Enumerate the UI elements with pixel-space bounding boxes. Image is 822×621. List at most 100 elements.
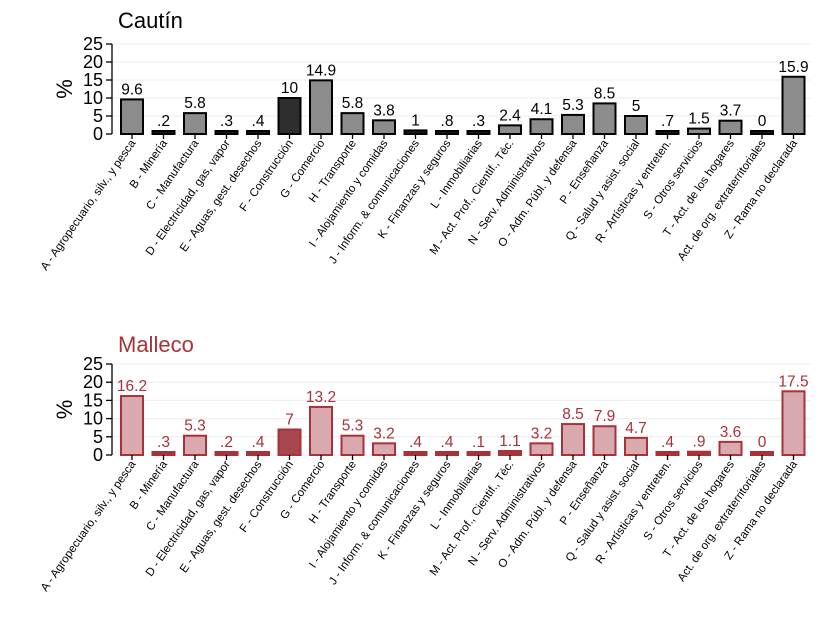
data-label: 7.9 (594, 408, 616, 425)
data-label: 10 (281, 80, 299, 97)
data-label: 8.5 (562, 406, 584, 423)
bar (309, 405, 333, 456)
y-tick-label: 15 (83, 70, 103, 90)
y-tick-label: 0 (93, 124, 103, 144)
bar (529, 442, 554, 456)
bar (750, 130, 774, 135)
bar (214, 130, 239, 135)
x-tick-label: A - Agropecuario, silv., y pesca (39, 458, 139, 593)
y-axis-label: % (52, 400, 77, 420)
data-label: 5.3 (184, 418, 206, 435)
y-tick-label: 20 (83, 52, 103, 72)
y-tick-label: 25 (83, 354, 103, 374)
bar (183, 434, 207, 457)
data-label: 15.9 (778, 59, 808, 76)
y-tick-label: 5 (93, 427, 103, 447)
bar (498, 124, 522, 136)
data-label: 5.3 (562, 97, 584, 114)
data-label: .4 (661, 434, 674, 451)
chart-title: Malleco (118, 332, 194, 357)
data-label: 0 (758, 434, 767, 451)
data-label: 3.8 (373, 102, 395, 119)
bar (120, 395, 144, 457)
bar (592, 425, 617, 456)
bar (466, 130, 491, 135)
bar (718, 440, 743, 456)
bar (655, 451, 680, 456)
bar (687, 450, 711, 456)
y-tick-label: 10 (83, 88, 103, 108)
bar (120, 98, 144, 136)
bar (781, 390, 806, 456)
data-label: .3 (157, 434, 170, 451)
bar (151, 130, 176, 135)
data-label: .2 (220, 434, 233, 451)
bar (529, 118, 554, 135)
data-label: 5.3 (342, 418, 364, 435)
data-label: .4 (252, 434, 265, 451)
bar (561, 113, 585, 135)
data-label: 3.6 (720, 424, 742, 441)
bar (655, 130, 680, 135)
bar (592, 102, 617, 136)
data-label: .1 (472, 434, 485, 451)
data-label: 8.5 (594, 85, 616, 102)
bar (718, 119, 743, 135)
bar (246, 130, 270, 135)
data-label: 14.9 (306, 62, 336, 79)
bar (624, 115, 648, 135)
y-tick-label: 0 (93, 445, 103, 465)
data-label: 5.8 (184, 95, 206, 112)
data-label: 5 (632, 98, 641, 115)
data-label: .9 (693, 434, 706, 451)
y-tick-label: 5 (93, 106, 103, 126)
data-label: .8 (441, 113, 454, 130)
bar (372, 442, 396, 456)
x-tick-label: A - Agropecuario, silv., y pesca (39, 137, 139, 272)
data-label: 3.2 (373, 425, 395, 442)
bar (403, 451, 428, 456)
data-label: 3.2 (531, 425, 553, 442)
y-axis-label: % (52, 79, 77, 99)
data-label: .3 (220, 113, 233, 130)
y-tick-label: 10 (83, 409, 103, 429)
data-label: 1.5 (688, 111, 710, 128)
bar (687, 127, 711, 136)
bar (435, 451, 459, 456)
bar (372, 119, 396, 135)
bar (277, 428, 302, 456)
x-tick-label: S - Otros servicios (642, 138, 706, 222)
data-label: 13.2 (306, 389, 336, 406)
data-label: .7 (661, 113, 674, 130)
bar (750, 451, 774, 456)
bar (624, 436, 648, 456)
data-label: 3.7 (720, 103, 742, 120)
bar (340, 434, 365, 457)
bar (183, 112, 207, 136)
y-tick-label: 20 (83, 372, 103, 392)
data-label: 7 (285, 412, 294, 429)
data-label: 17.5 (778, 373, 808, 390)
x-tick-label: S - Otros servicios (642, 459, 706, 543)
data-label: 0 (758, 113, 767, 130)
data-label: 5.8 (342, 95, 364, 112)
data-label: 4.7 (625, 420, 647, 437)
chart-title: Cautín (118, 8, 183, 33)
bar (403, 129, 428, 135)
bar (151, 451, 176, 456)
data-label: 1 (411, 112, 420, 129)
data-label: .4 (441, 434, 454, 451)
data-label: .3 (472, 113, 485, 130)
data-label: 2.4 (499, 107, 521, 124)
y-tick-label: 15 (83, 390, 103, 410)
data-label: 16.2 (117, 378, 147, 395)
data-label: 4.1 (531, 101, 553, 118)
bar (214, 451, 239, 456)
data-label: .2 (157, 113, 170, 130)
bar (309, 79, 333, 135)
bar (340, 112, 365, 136)
bar (466, 451, 491, 456)
